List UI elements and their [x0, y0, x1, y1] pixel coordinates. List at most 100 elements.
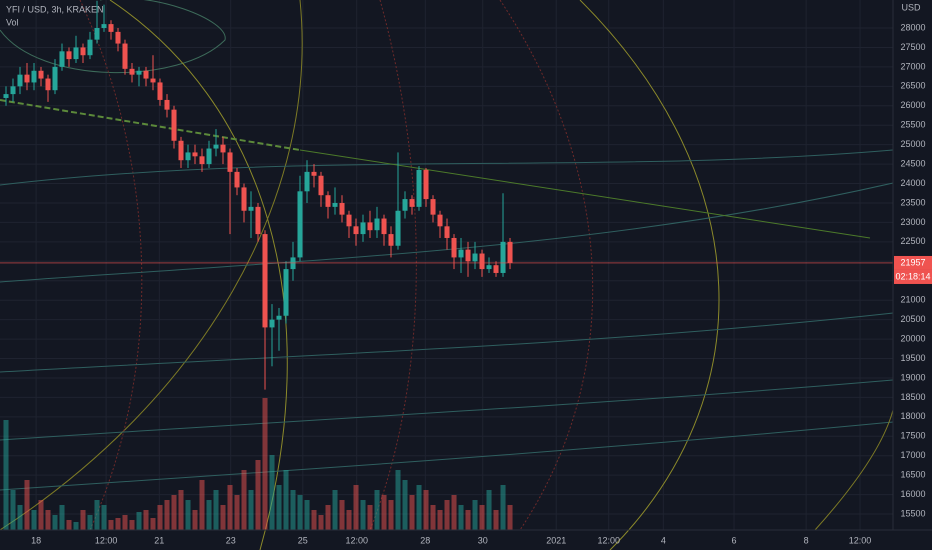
candle-body: [304, 171, 310, 192]
volume-bar: [178, 490, 184, 530]
volume-bar: [367, 505, 373, 530]
candle-body: [318, 175, 324, 196]
y-tick-label: 15500: [900, 508, 925, 518]
volume-bar: [220, 505, 226, 530]
price-tag: [894, 255, 932, 270]
x-tick-label: 18: [31, 535, 41, 545]
volume-bar: [164, 500, 170, 530]
y-tick-label: 21000: [900, 295, 925, 305]
candle-body: [325, 195, 331, 207]
x-tick-label: 4: [661, 535, 666, 545]
volume-bar: [45, 510, 51, 530]
candle-body: [87, 39, 93, 56]
candle-body: [10, 86, 16, 95]
x-tick-label: 25: [298, 535, 308, 545]
volume-bar: [423, 490, 429, 530]
volume-bar: [31, 510, 37, 530]
candle-body: [416, 169, 422, 207]
countdown-label: 02:18:14: [895, 271, 930, 281]
x-tick-label: 12:00: [849, 535, 872, 545]
volume-bar: [185, 500, 191, 530]
candle-body: [311, 171, 317, 176]
y-tick-label: 23500: [900, 197, 925, 207]
candle-body: [283, 269, 289, 316]
volume-bar: [472, 500, 478, 530]
candle-body: [3, 94, 9, 98]
y-tick-label: 19000: [900, 372, 925, 382]
volume-bar: [192, 510, 198, 530]
candle-body: [136, 70, 142, 75]
drawings: [0, 0, 894, 550]
candle-body: [367, 222, 373, 231]
candle-body: [458, 249, 464, 258]
curve-drawing: [0, 182, 894, 283]
volume-bar: [283, 470, 289, 530]
volume-bar: [458, 505, 464, 530]
y-tick-label: 27500: [900, 42, 925, 52]
candle-body: [52, 66, 58, 91]
volume-bar: [129, 520, 135, 530]
volume-bar: [325, 505, 331, 530]
volume-bar: [248, 490, 254, 530]
y-tick-label: 25500: [900, 120, 925, 130]
y-tick-label: 18000: [900, 411, 925, 421]
y-tick-label: 17500: [900, 431, 925, 441]
y-tick-label: 26000: [900, 100, 925, 110]
volume-bar: [444, 500, 450, 530]
candle-body: [150, 78, 156, 83]
candle-body: [423, 169, 429, 200]
x-tick-label: 6: [732, 535, 737, 545]
candle-body: [360, 222, 366, 235]
volume-bar: [227, 485, 233, 530]
candle-body: [206, 148, 212, 165]
candle-body: [45, 78, 51, 91]
volume-bar: [171, 495, 177, 530]
candle-body: [395, 210, 401, 246]
candle-body: [66, 51, 72, 60]
volume-bar: [353, 485, 359, 530]
volume-bar: [3, 420, 9, 530]
volume-bar: [374, 490, 380, 530]
volume-bar: [332, 490, 338, 530]
volume-bar: [108, 520, 114, 530]
volume-bar: [199, 480, 205, 530]
volume-bar: [437, 510, 443, 530]
volume-bar: [122, 515, 128, 530]
candle-body: [234, 171, 240, 188]
x-tick-label: 28: [420, 535, 430, 545]
y-tick-label: 24000: [900, 178, 925, 188]
y-tick-label: 22500: [900, 236, 925, 246]
volume-bar: [150, 518, 156, 530]
candle-body: [24, 74, 30, 83]
candle-body: [465, 249, 471, 262]
volume-bar: [80, 510, 86, 530]
currency-label: USD: [901, 2, 921, 12]
arc-drawing: [579, 0, 720, 550]
candle-body: [227, 152, 233, 172]
candle-body: [157, 82, 163, 100]
volume-bar: [304, 500, 310, 530]
x-tick-label: 12:00: [597, 535, 620, 545]
volume-bar: [318, 515, 324, 530]
volume-bar: [409, 495, 415, 530]
volume-bar: [262, 398, 268, 530]
volume-bar: [87, 515, 93, 530]
candle-body: [500, 241, 506, 273]
candle-body: [437, 214, 443, 227]
y-tick-label: 17000: [900, 450, 925, 460]
price-tag-label: 21957: [900, 257, 925, 267]
candle-body: [276, 315, 282, 320]
candle-body: [248, 206, 254, 211]
volume-bar: [66, 520, 72, 530]
volume-bar: [402, 480, 408, 530]
volume-bar: [465, 510, 471, 530]
y-tick-label: 23000: [900, 217, 925, 227]
volume-bar: [311, 510, 317, 530]
candle-body: [444, 226, 450, 238]
candle-body: [388, 234, 394, 246]
candle-body: [80, 47, 86, 56]
countdown-tag: [894, 269, 932, 284]
candle-body: [402, 199, 408, 211]
candle-body: [143, 70, 149, 79]
